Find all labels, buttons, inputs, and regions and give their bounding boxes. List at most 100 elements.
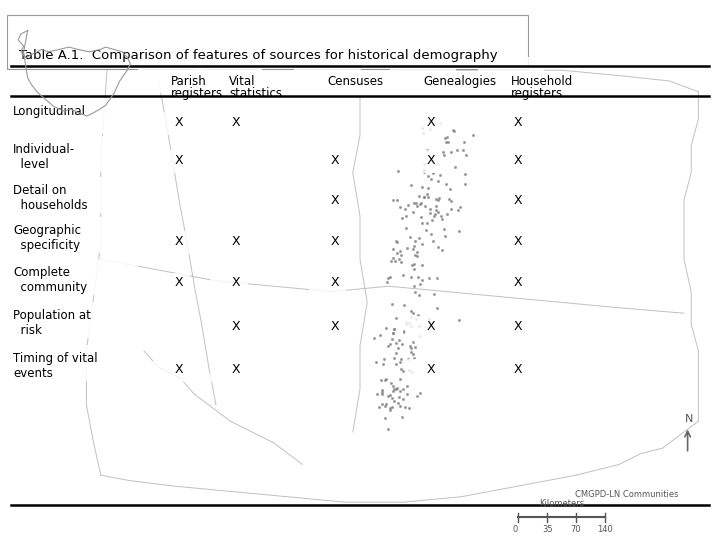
FancyBboxPatch shape xyxy=(405,150,442,173)
Point xyxy=(387,329,399,338)
Point xyxy=(406,260,418,269)
Point xyxy=(391,349,402,357)
Point xyxy=(436,246,448,254)
FancyBboxPatch shape xyxy=(492,150,530,173)
Point xyxy=(418,160,429,169)
Text: X: X xyxy=(330,276,339,289)
Text: risk: risk xyxy=(13,324,42,337)
Point xyxy=(414,332,426,340)
Point xyxy=(399,328,410,336)
Point xyxy=(433,194,444,202)
Point xyxy=(387,245,398,253)
Text: X: X xyxy=(426,154,435,167)
Point xyxy=(454,227,465,235)
FancyBboxPatch shape xyxy=(309,231,346,254)
Point xyxy=(430,206,441,214)
Point xyxy=(425,230,436,239)
Text: level: level xyxy=(13,158,49,171)
Text: Timing of vital: Timing of vital xyxy=(13,352,98,365)
FancyBboxPatch shape xyxy=(309,316,346,339)
Text: X: X xyxy=(330,154,339,167)
FancyBboxPatch shape xyxy=(153,273,190,295)
Point xyxy=(388,385,400,394)
FancyBboxPatch shape xyxy=(492,112,530,135)
Point xyxy=(446,147,457,156)
Point xyxy=(395,374,406,383)
Point xyxy=(438,225,449,233)
Text: X: X xyxy=(232,116,240,129)
Point xyxy=(387,402,398,411)
Text: X: X xyxy=(514,363,523,376)
FancyBboxPatch shape xyxy=(210,359,248,382)
Point xyxy=(415,199,427,207)
Text: X: X xyxy=(232,320,240,333)
FancyBboxPatch shape xyxy=(210,231,248,254)
Point xyxy=(431,274,443,282)
Point xyxy=(427,237,438,246)
Point xyxy=(439,232,451,240)
Text: X: X xyxy=(174,154,183,167)
Point xyxy=(423,273,435,282)
Point xyxy=(411,252,423,260)
Point xyxy=(467,131,479,140)
Point xyxy=(402,354,414,363)
Point xyxy=(408,338,419,346)
Point xyxy=(401,390,413,399)
Point xyxy=(437,147,449,156)
Point xyxy=(439,134,451,143)
Point xyxy=(391,383,402,392)
Point xyxy=(424,208,436,217)
Point xyxy=(434,171,446,179)
Point xyxy=(380,324,392,333)
FancyBboxPatch shape xyxy=(492,191,530,213)
Text: X: X xyxy=(174,276,183,289)
Point xyxy=(432,176,444,185)
FancyBboxPatch shape xyxy=(10,217,138,253)
Point xyxy=(390,256,401,265)
Point xyxy=(459,180,471,188)
Point xyxy=(387,196,398,205)
Point xyxy=(428,212,440,220)
Point xyxy=(440,179,451,188)
Point xyxy=(426,216,438,225)
Point xyxy=(408,282,420,291)
Point xyxy=(428,290,440,299)
Point xyxy=(402,382,413,390)
Text: 70: 70 xyxy=(571,525,581,535)
Point xyxy=(397,395,409,403)
Point xyxy=(405,273,417,281)
Point xyxy=(384,406,395,415)
Text: X: X xyxy=(330,194,339,207)
Point xyxy=(400,319,412,328)
Point xyxy=(412,273,423,282)
Point xyxy=(408,208,419,217)
Point xyxy=(430,194,441,203)
Point xyxy=(414,200,426,208)
Text: households: households xyxy=(13,199,88,212)
FancyBboxPatch shape xyxy=(10,302,138,338)
FancyBboxPatch shape xyxy=(309,150,346,173)
Point xyxy=(396,413,408,421)
FancyBboxPatch shape xyxy=(153,231,190,254)
Text: Population at: Population at xyxy=(13,309,91,322)
Point xyxy=(429,210,441,219)
Text: X: X xyxy=(426,116,435,129)
Point xyxy=(392,399,403,407)
Point xyxy=(376,390,387,399)
Point xyxy=(368,333,379,342)
Point xyxy=(386,334,397,343)
FancyBboxPatch shape xyxy=(492,316,530,339)
Text: Censuses: Censuses xyxy=(328,75,384,87)
Text: Parish: Parish xyxy=(171,75,207,87)
Point xyxy=(432,242,444,251)
Text: Geographic: Geographic xyxy=(13,224,81,237)
Text: X: X xyxy=(514,194,523,207)
Point xyxy=(405,344,416,353)
Point xyxy=(432,160,444,168)
Text: X: X xyxy=(330,320,339,333)
FancyBboxPatch shape xyxy=(153,150,190,173)
Point xyxy=(390,237,402,246)
FancyBboxPatch shape xyxy=(492,273,530,295)
Point xyxy=(379,413,391,422)
Point xyxy=(382,278,393,287)
